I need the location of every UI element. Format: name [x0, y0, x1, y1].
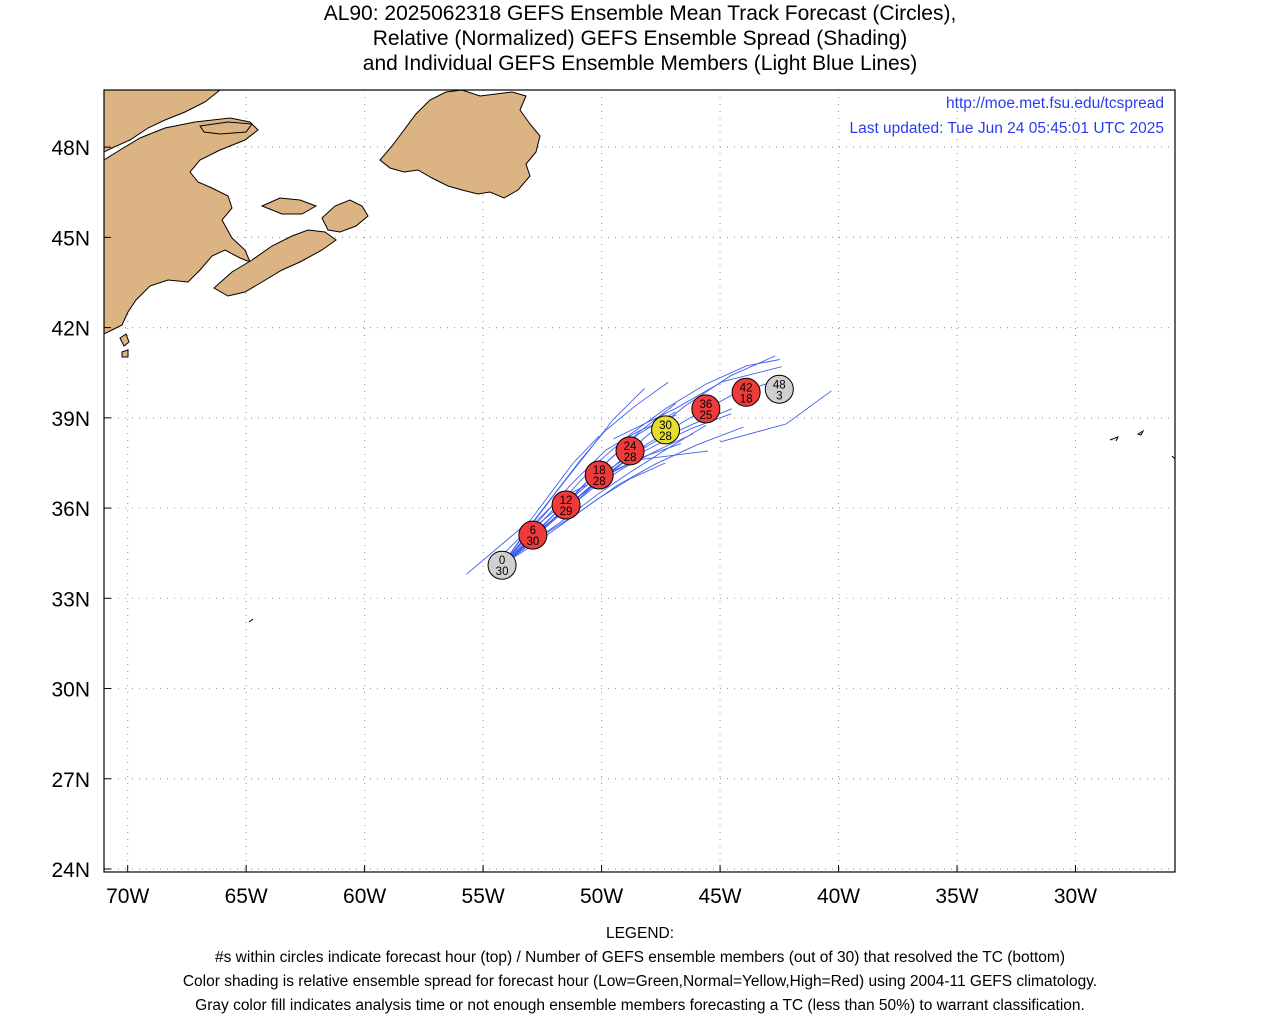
lat-tick-label: 30N	[51, 679, 90, 702]
lat-tick-label: 39N	[51, 408, 90, 431]
small-island-2	[121, 349, 129, 358]
lat-tick-label: 24N	[51, 859, 90, 882]
legend-line-3: Gray color fill indicates analysis time …	[195, 997, 1085, 1014]
forecast-hour-label: 24	[624, 441, 637, 453]
member-count-label: 30	[526, 536, 539, 548]
lat-tick-label: 27N	[51, 769, 90, 792]
small-island-1	[119, 333, 130, 347]
forecast-hour-label: 12	[560, 495, 573, 507]
forecast-circle	[764, 374, 794, 404]
forecast-circle	[584, 460, 614, 490]
lat-tick-label: 48N	[51, 137, 90, 160]
lat-tick-label: 42N	[51, 318, 90, 341]
azores-island-2	[1136, 429, 1145, 436]
forecast-point: 630	[518, 520, 548, 550]
forecast-hour-label: 6	[530, 525, 536, 537]
azores-island-1	[1109, 436, 1120, 442]
forecast-circle	[615, 436, 645, 466]
lon-tick-label: 35W	[935, 885, 978, 908]
member-count-label: 28	[593, 476, 606, 488]
lon-tick-label: 40W	[817, 885, 860, 908]
title-line-3: and Individual GEFS Ensemble Members (Li…	[362, 52, 918, 75]
lat-tick-label: 33N	[51, 588, 90, 611]
prince-edward-island	[260, 197, 318, 215]
forecast-hour-label: 30	[659, 420, 672, 432]
forecast-hour-label: 0	[499, 555, 505, 567]
anticosti-island	[199, 121, 253, 135]
forecast-circle	[651, 415, 681, 445]
member-count-label: 18	[740, 393, 753, 405]
lat-tick-label: 36N	[51, 498, 90, 521]
last-updated: Last updated: Tue Jun 24 05:45:01 UTC 20…	[849, 120, 1164, 137]
legend: LEGEND: #s within circles indicate forec…	[0, 922, 1280, 1018]
latitude-axis: 24N 27N 30N 33N 36N 39N 42N 45N 48N	[51, 137, 111, 882]
forecast-hour-label: 18	[593, 465, 606, 477]
member-count-label: 28	[624, 452, 637, 464]
forecast-hour-label: 48	[773, 379, 786, 391]
member-count-label: 28	[659, 431, 672, 443]
forecast-point: 483	[764, 374, 794, 404]
map-background	[104, 90, 1175, 872]
chart-title: AL90: 2025062318 GEFS Ensemble Mean Trac…	[0, 1, 1280, 76]
forecast-hour-label: 42	[740, 382, 753, 394]
lon-tick-label: 50W	[580, 885, 623, 908]
ensemble-member-track	[501, 359, 780, 566]
lon-tick-label: 70W	[106, 885, 149, 908]
forecast-circle	[551, 490, 581, 520]
ensemble-member-track	[613, 366, 782, 440]
land-layer	[104, 90, 1175, 623]
source-url[interactable]: http://moe.met.fsu.edu/tcspread	[946, 95, 1164, 112]
cape-breton-island	[321, 199, 369, 233]
forecast-hour-label: 36	[699, 399, 712, 411]
title-line-1: AL90: 2025062318 GEFS Ensemble Mean Trac…	[323, 2, 957, 25]
legend-line-2: Color shading is relative ensemble sprea…	[182, 973, 1098, 990]
forecast-circle	[487, 550, 517, 580]
nova-scotia	[213, 229, 337, 297]
legend-heading: LEGEND:	[605, 925, 675, 942]
legend-line-1: #s within circles indicate forecast hour…	[215, 949, 1065, 966]
graticule	[104, 90, 1175, 872]
lon-tick-label: 65W	[225, 885, 268, 908]
member-count-label: 29	[560, 506, 573, 518]
lon-tick-label: 55W	[462, 885, 505, 908]
lat-tick-label: 45N	[51, 227, 90, 250]
bermuda	[248, 618, 254, 623]
longitude-axis: 70W 65W 60W 55W 50W 45W 40W 35W 30W	[106, 865, 1097, 908]
map-frame	[103, 89, 1176, 873]
ensemble-member-track	[719, 390, 832, 443]
member-count-label: 30	[496, 566, 509, 578]
member-count-label: 3	[776, 390, 782, 402]
forecast-circle	[731, 377, 761, 407]
title-line-2: Relative (Normalized) GEFS Ensemble Spre…	[372, 27, 908, 50]
forecast-circle	[518, 520, 548, 550]
lon-tick-label: 60W	[343, 885, 386, 908]
lon-tick-label: 30W	[1054, 885, 1097, 908]
forecast-circle	[691, 394, 721, 424]
lon-tick-label: 45W	[698, 885, 741, 908]
ensemble-member-track	[466, 435, 600, 575]
newfoundland	[379, 90, 541, 199]
member-count-label: 25	[699, 410, 712, 422]
forecast-point: 030	[487, 550, 517, 580]
north-america-mainland	[104, 90, 259, 335]
